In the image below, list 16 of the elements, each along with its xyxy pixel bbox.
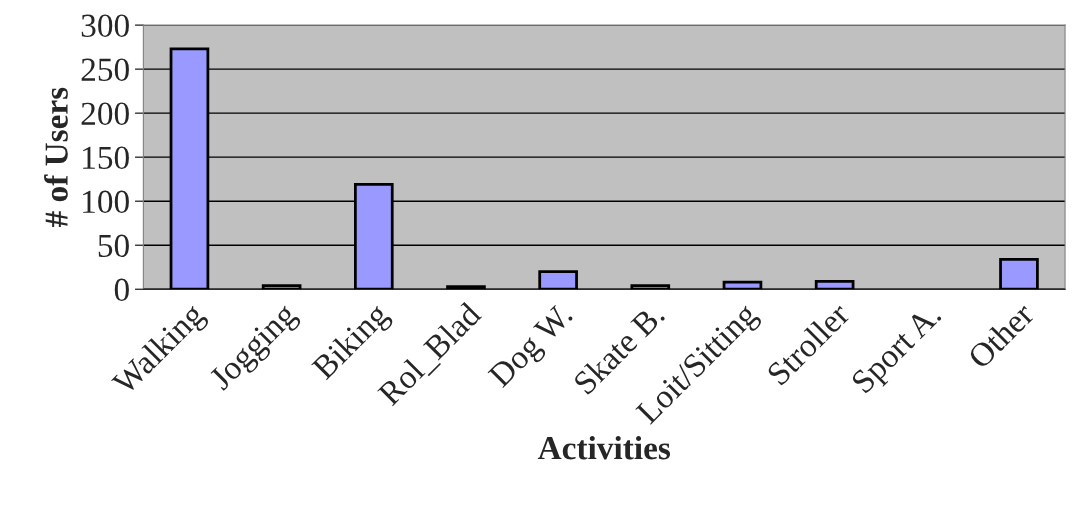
- y-tick-label: 50: [98, 234, 129, 258]
- y-tick-label: 100: [83, 190, 129, 214]
- y-tick-label: 250: [81, 58, 129, 82]
- y-tick-label: 300: [81, 14, 129, 37]
- bar: [446, 285, 486, 290]
- bar: [630, 284, 671, 290]
- y-tick-label: 150: [83, 146, 129, 170]
- y-tick-label: 0: [114, 278, 129, 302]
- bar: [722, 280, 763, 290]
- bar: [999, 257, 1039, 290]
- y-axis-title: # of Users: [44, 87, 68, 228]
- bar: [538, 270, 578, 290]
- y-tick-label: 200: [81, 102, 129, 126]
- bar: [261, 284, 302, 290]
- x-axis-title: Activities: [537, 435, 671, 460]
- bar: [814, 279, 855, 290]
